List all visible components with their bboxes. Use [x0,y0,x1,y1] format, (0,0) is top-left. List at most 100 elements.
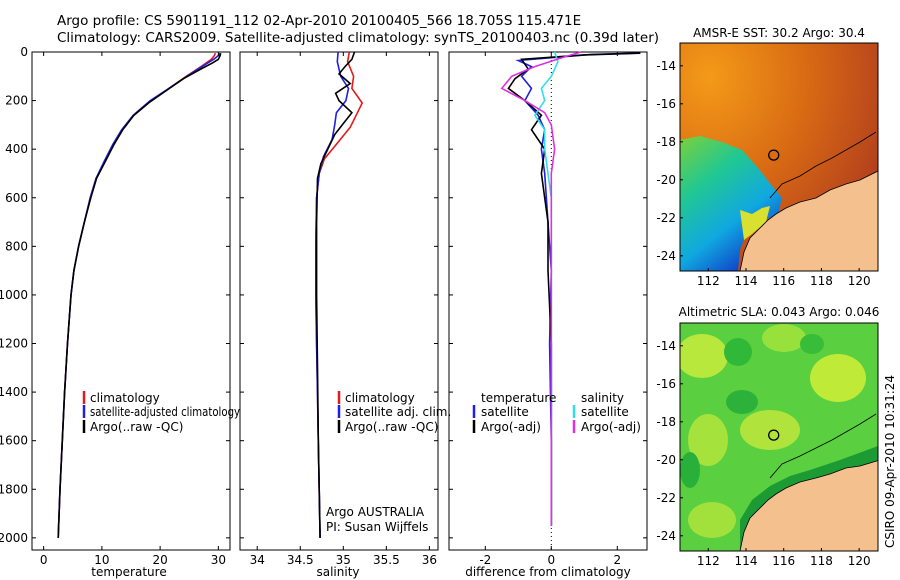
legend-heading-salinity: salinity [581,391,624,405]
salinity-panel-frame [239,51,439,551]
legend-label-sal-satellite: satellite [581,405,629,419]
x-tick-label: 10 [94,553,109,567]
sst-map: AMSR-E SST: 30.2 Argo: 30.4 112 114 116 118… [656,26,879,288]
legend-heading-temperature: temperature [481,391,556,405]
y-tick-label: 200 [5,94,28,108]
map-x-tick-label: 120 [848,554,871,568]
legend-label-argo: Argo(..raw -QC) [90,420,183,434]
x-tick-label: 2 [613,553,621,567]
map-y-tick-label: -20 [656,453,676,467]
map-x-tick-label: 116 [772,274,795,288]
y-tick-label: 0 [20,45,28,59]
series-argo-raw-qc [315,51,356,538]
map-x-tick-label: 112 [697,274,720,288]
x-tick-label: 35.5 [373,553,400,567]
x-tick-label: 0 [40,553,48,567]
sla-map-title: Altimetric SLA: 0.043 Argo: 0.046 [679,305,880,319]
map-x-tick-label: 114 [735,274,758,288]
temperature-panel-frame [31,51,231,551]
temperature-panel: temperature 0 10 20 30 0 200 400 600 800 1000 1200… [0,45,240,579]
argo-location-marker [768,429,780,441]
legend-label-climatology: climatology [345,391,415,405]
sla-high-anomaly [688,502,736,538]
map-x-tick-label: 114 [735,554,758,568]
salinity-panel: salinity 34 34.5 35 35.5 36 climatology sate… [239,51,451,579]
map-y-tick-label: -16 [656,97,676,111]
sla-low-anomaly [800,334,824,354]
map-x-tick-label: 112 [697,554,720,568]
sla-map: Altimetric SLA: 0.043 Argo: 0.046 112 114… [656,305,880,568]
legend-label-satellite: satellite-adjusted climatology [90,405,240,419]
sla-bathymetry-contour [769,413,877,479]
x-tick-label: 0 [547,553,555,567]
sst-bathymetry-contour [769,131,877,199]
sla-low-anomaly [726,390,758,414]
x-tick-label: 30 [211,553,226,567]
y-tick-label: 1600 [0,434,28,448]
credit-timestamp: CSIRO 09-Apr-2010 10:31:24 [883,375,897,548]
map-y-tick-label: -14 [656,339,676,353]
sst-map-frame [679,42,879,272]
legend-label-climatology: climatology [90,391,160,405]
title-line-2: Climatology: CARS2009. Satellite-adjuste… [57,30,659,46]
sla-low-anomaly [724,338,752,366]
sst-cool-water [680,136,782,271]
sla-high-anomaly [688,414,728,466]
series-temperature-argo-adj [507,52,641,526]
series-satellite-adj-clim [314,51,350,538]
temperature-legend: climatology satellite-adjusted climatolo… [82,391,240,434]
map-y-tick-label: -16 [656,377,676,391]
difference-panel: difference from climatology -2 0 2 tempera… [448,51,648,579]
y-tick-label: 400 [5,142,28,156]
sla-high-anomaly [740,410,800,450]
legend-label-argo: Argo(..raw -QC) [345,420,438,434]
sst-map-title: AMSR-E SST: 30.2 Argo: 30.4 [693,26,865,40]
argo-institution: Argo AUSTRALIA [326,505,425,519]
sla-high-anomaly [680,334,728,378]
sst-coastal-warm-band [740,206,770,240]
y-tick-label: 800 [5,239,28,253]
series-satellite-adjusted-climatology [57,52,221,538]
temperature-xlabel: temperature [91,565,166,579]
map-y-tick-label: -22 [656,491,676,505]
map-y-tick-label: -20 [656,173,676,187]
series-climatology [314,51,364,538]
difference-xlabel: difference from climatology [465,565,631,579]
map-x-tick-label: 118 [810,554,833,568]
y-tick-label: 1000 [0,288,28,302]
x-tick-label: 34 [250,553,265,567]
x-tick-label: 20 [152,553,167,567]
difference-legend: temperature satellite Argo(-adj) salinit… [472,391,641,434]
sst-land-australia [739,170,878,271]
sla-high-anomaly [810,354,866,402]
series-salinity-argo-adj [500,51,582,526]
x-tick-label: -2 [479,553,491,567]
y-tick-label: 1200 [0,337,28,351]
difference-panel-frame [448,51,648,551]
salinity-legend: climatology satellite adj. clim. Argo(..… [337,391,451,434]
x-tick-label: 36 [422,553,437,567]
y-tick-label: 2000 [0,531,28,545]
map-y-tick-label: -18 [656,135,676,149]
x-tick-label: 34.5 [287,553,314,567]
map-x-tick-label: 116 [772,554,795,568]
legend-label-satellite: satellite adj. clim. [345,405,451,419]
map-y-tick-label: -22 [656,211,676,225]
legend-label-sal-argo: Argo(-adj) [581,420,641,434]
title-line-1: Argo profile: CS 5901191_112 02-Apr-2010… [57,13,581,29]
sla-land-australia [739,460,878,551]
map-y-tick-label: -24 [656,529,676,543]
series-argo-raw-qc [57,53,222,538]
sla-low-anomaly [680,452,700,488]
x-tick-label: 35 [336,553,351,567]
y-tick-label: 1800 [0,482,28,496]
map-y-tick-label: -24 [656,249,676,263]
y-tick-label: 600 [5,191,28,205]
salinity-xlabel: salinity [316,565,359,579]
map-x-tick-label: 118 [810,274,833,288]
argo-pi: PI: Susan Wijffels [326,520,428,534]
map-y-tick-label: -14 [656,59,676,73]
series-salinity-satellite [533,51,559,526]
sla-high-anomaly [762,324,806,352]
